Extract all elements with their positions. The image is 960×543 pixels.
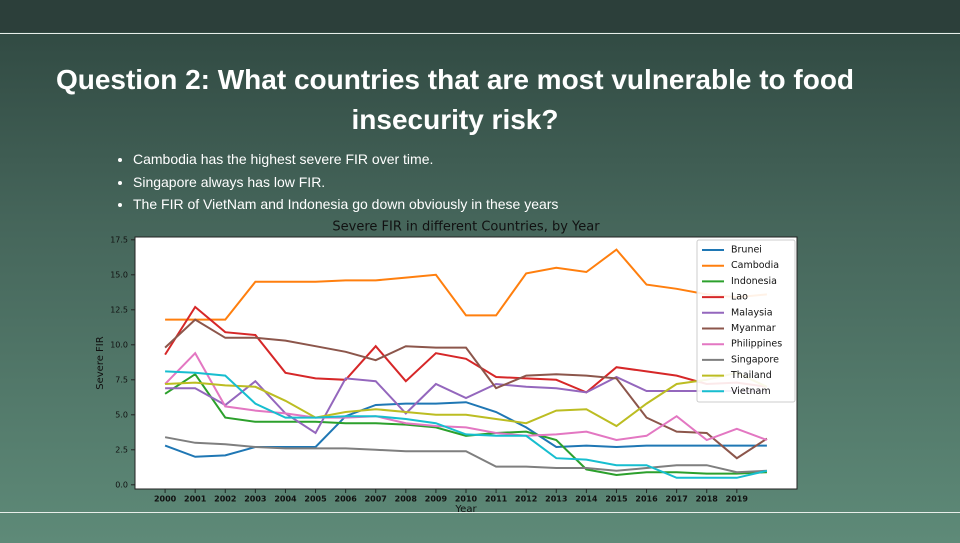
x-tick-label: 2014 (575, 495, 598, 504)
series-line (165, 248, 768, 321)
bullet: The FIR of VietNam and Indonesia go down… (133, 193, 558, 216)
x-axis-label: Year (454, 504, 477, 515)
legend-label: Cambodia (731, 260, 779, 271)
x-tick-label: 2015 (605, 495, 628, 504)
y-axis-label: Severe FIR (95, 336, 106, 389)
y-tick-label: 5.0 (115, 410, 128, 419)
x-tick-label: 2019 (726, 495, 749, 504)
legend-label: Myanmar (731, 323, 776, 334)
y-tick-label: 17.5 (110, 235, 128, 244)
x-tick-label: 2000 (154, 495, 177, 504)
y-tick-label: 7.5 (115, 375, 128, 384)
rule (0, 512, 960, 513)
y-tick-label: 12.5 (110, 305, 128, 314)
legend-label: Philippines (731, 339, 782, 350)
x-tick-label: 2007 (365, 495, 387, 504)
legend-label: Malaysia (731, 307, 773, 318)
series-line (164, 372, 767, 477)
x-tick-label: 2016 (635, 495, 658, 504)
bullet: Cambodia has the highest severe FIR over… (133, 148, 558, 171)
chart-title: Severe FIR in different Countries, by Ye… (332, 220, 600, 235)
x-tick-label: 2002 (214, 495, 236, 504)
top-band (0, 0, 960, 32)
x-tick-label: 2001 (184, 495, 207, 504)
x-tick-label: 2012 (515, 495, 537, 504)
y-tick-label: 2.5 (115, 445, 128, 454)
series-line (164, 436, 767, 474)
x-tick-label: 2013 (545, 495, 567, 504)
legend-label: Vietnam (731, 386, 771, 397)
x-tick-label: 2017 (666, 495, 688, 504)
legend-label: Lao (731, 292, 748, 303)
y-tick-label: 10.0 (110, 340, 128, 349)
x-tick-label: 2006 (335, 495, 358, 504)
legend-label: Singapore (731, 354, 779, 365)
bullet-list: Cambodia has the highest severe FIR over… (105, 148, 558, 216)
series-line (164, 351, 768, 442)
bullet: Singapore always has low FIR. (133, 171, 558, 194)
x-tick-label: 2011 (485, 495, 508, 504)
legend-label: Thailand (730, 370, 772, 381)
series-line (165, 371, 768, 428)
x-tick-label: 2010 (455, 495, 478, 504)
y-tick-label: 15.0 (110, 270, 128, 279)
x-tick-label: 2008 (395, 495, 418, 504)
rule (0, 33, 960, 34)
x-tick-label: 2003 (244, 495, 266, 504)
x-tick-label: 2018 (696, 495, 719, 504)
series-line (164, 305, 768, 394)
series-line (165, 370, 768, 479)
x-tick-label: 2004 (274, 495, 297, 504)
legend-label: Brunei (731, 245, 762, 256)
series-line (164, 318, 768, 460)
slide-title: Question 2: What countries that are most… (55, 64, 855, 135)
y-tick-label: 0.0 (115, 480, 128, 489)
x-tick-label: 2009 (425, 495, 448, 504)
x-tick-label: 2005 (304, 495, 327, 504)
legend-label: Indonesia (731, 276, 777, 287)
